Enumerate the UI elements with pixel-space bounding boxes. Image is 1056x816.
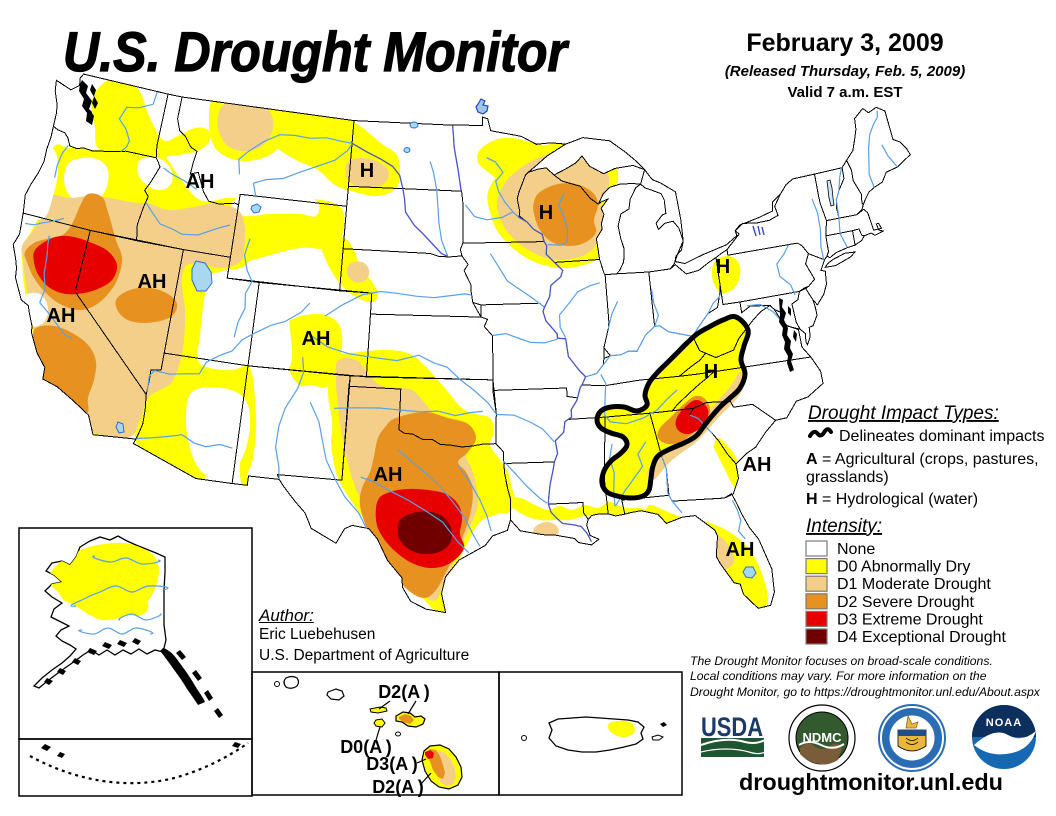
svg-text:D4 Exceptional Drought: D4 Exceptional Drought [837,629,1007,646]
svg-text:H: H [704,361,718,383]
svg-text:NOAA: NOAA [986,717,1022,729]
svg-text:NDMC: NDMC [803,730,843,745]
svg-text:AH: AH [374,464,403,486]
svg-text:AH: AH [743,454,772,476]
svg-text:D1 Moderate Drought: D1 Moderate Drought [837,576,991,593]
svg-text:D2(A ): D2(A ) [372,777,424,797]
svg-text:D0(A ): D0(A ) [340,737,392,757]
svg-text:U.S. Drought Monitor: U.S. Drought Monitor [63,21,570,83]
svg-text:droughtmonitor.unl.edu: droughtmonitor.unl.edu [739,771,1003,795]
svg-text:Delineates dominant impacts: Delineates dominant impacts [839,428,1044,445]
svg-text:AH: AH [302,328,331,350]
svg-text:grasslands): grasslands) [806,469,889,486]
svg-text:D3(A ): D3(A ) [366,754,418,774]
svg-text:A = Agricultural (crops, pastu: A = Agricultural (crops, pastures, [806,451,1039,468]
svg-text:AH: AH [726,539,755,561]
svg-text:USDA: USDA [701,712,763,742]
svg-text:H: H [539,202,553,224]
svg-text:None: None [837,541,875,558]
svg-text:Drought Impact Types:: Drought Impact Types: [808,403,999,424]
svg-text:D0 Abnormally Dry: D0 Abnormally Dry [837,559,970,576]
svg-text:AH: AH [47,305,76,327]
svg-text:AH: AH [186,171,215,193]
svg-text:Intensity:: Intensity: [806,516,882,537]
svg-text:AH: AH [138,271,167,293]
svg-text:H: H [716,256,730,278]
svg-text:D3 Extreme Drought: D3 Extreme Drought [837,611,983,628]
svg-text:D2(A ): D2(A ) [378,682,430,702]
svg-text:H = Hydrological (water): H = Hydrological (water) [806,491,978,508]
svg-text:D2 Severe Drought: D2 Severe Drought [837,594,975,611]
svg-text:H: H [360,160,374,182]
